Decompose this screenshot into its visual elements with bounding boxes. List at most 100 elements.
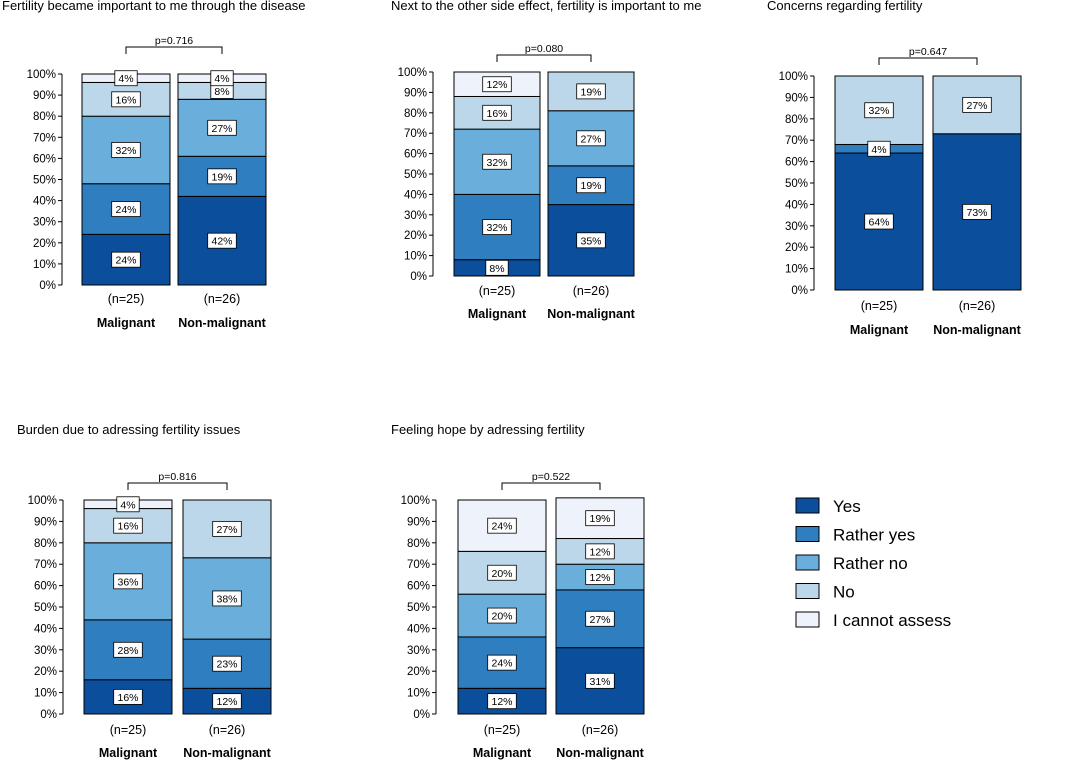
data-label: 19%	[211, 171, 232, 183]
data-label: 27%	[580, 133, 601, 145]
legend: Yes Rather yes Rather no No I cannot assess	[795, 497, 951, 630]
legend-swatch-rather-no	[795, 554, 820, 571]
y-tick-label: 50%	[407, 602, 430, 614]
data-label: 20%	[491, 568, 512, 580]
data-label: 8%	[214, 86, 229, 98]
n-label: (n=26)	[582, 723, 618, 737]
chart-panel-2: Next to the other side effect, fertility…	[391, 0, 701, 321]
y-tick-label: 30%	[33, 217, 56, 229]
n-label: (n=25)	[484, 723, 520, 737]
data-label: 24%	[491, 658, 512, 670]
data-label-box	[962, 96, 992, 113]
y-tick-label: 40%	[34, 623, 57, 635]
y-tick-label: 80%	[407, 538, 430, 550]
legend-swatch-i-cannot-assess	[795, 611, 820, 628]
data-label: 38%	[216, 593, 237, 605]
chart-panel-4: Burden due to adressing fertility issues…	[17, 422, 272, 760]
data-label-box	[867, 140, 891, 157]
data-label-box	[485, 259, 509, 276]
n-label: (n=25)	[479, 284, 515, 298]
data-label: 4%	[120, 499, 135, 511]
data-label-box	[585, 610, 615, 627]
y-tick-label: 60%	[404, 149, 427, 161]
category-label: Malignant	[850, 323, 909, 337]
p-value-label: p=0.522	[532, 471, 570, 483]
y-tick-label: 40%	[407, 623, 430, 635]
y-tick-label: 70%	[785, 135, 808, 147]
y-tick-label: 60%	[33, 153, 56, 165]
data-label: 27%	[216, 524, 237, 536]
n-label: (n=25)	[861, 299, 897, 313]
y-tick-label: 30%	[34, 645, 57, 657]
chart-title: Feeling hope by adressing fertility	[391, 422, 585, 437]
legend-label-yes: Yes	[833, 497, 861, 516]
data-label-box	[207, 119, 237, 136]
data-label-box	[482, 104, 512, 121]
data-label: 27%	[966, 100, 987, 112]
y-tick-label: 100%	[398, 67, 427, 79]
category-label: Malignant	[473, 746, 532, 760]
y-tick-label: 70%	[34, 559, 57, 571]
y-tick-label: 90%	[33, 90, 56, 102]
chart-panel-3: Concerns regarding fertility 0% 10% 20% 30% 4…	[767, 0, 1022, 337]
y-tick-label: 20%	[404, 230, 427, 242]
y-tick-label: 30%	[404, 210, 427, 222]
y-tick-label: 0%	[39, 280, 56, 292]
legend-label-no: No	[833, 583, 855, 602]
data-label: 4%	[871, 144, 886, 156]
data-label: 28%	[117, 645, 138, 657]
n-label: (n=26)	[959, 299, 995, 313]
category-label: Malignant	[99, 746, 158, 760]
data-label: 16%	[117, 692, 138, 704]
y-tick-label: 100%	[779, 71, 808, 83]
data-label-box	[212, 655, 242, 672]
data-label: 73%	[966, 207, 987, 219]
bar-malignant: 24% 24% 32% 16% 4%	[81, 70, 171, 286]
y-tick-label: 70%	[404, 128, 427, 140]
bar-non-malignant: 31% 27% 12% 12% 19%	[555, 497, 645, 715]
category-label: Malignant	[97, 316, 156, 330]
legend-label-i-cannot-assess: I cannot assess	[833, 611, 951, 630]
category-label: Non-malignant	[547, 307, 635, 321]
y-tick-label: 60%	[34, 581, 57, 593]
data-label: 4%	[214, 73, 229, 85]
y-tick-label: 60%	[785, 157, 808, 169]
data-label-box	[585, 510, 615, 527]
data-label-box	[113, 517, 143, 534]
data-label-box	[113, 573, 143, 590]
n-label: (n=26)	[573, 284, 609, 298]
data-label-box	[210, 70, 234, 87]
data-label-box	[585, 569, 615, 585]
category-label: Non-malignant	[933, 323, 1021, 337]
data-label-box	[482, 76, 512, 93]
data-label-box	[576, 177, 606, 194]
y-tick-label: 0%	[791, 285, 808, 297]
data-label-box	[114, 70, 138, 87]
data-label: 24%	[491, 521, 512, 533]
y-tick-label: 10%	[33, 259, 56, 271]
data-label-box	[113, 641, 143, 658]
y-tick-label: 50%	[34, 602, 57, 614]
chart-title: Next to the other side effect, fertility…	[391, 0, 701, 13]
bar-malignant: 8% 32% 32% 16% 12%	[453, 71, 541, 277]
data-label: 64%	[868, 217, 889, 229]
legend-label-rather-yes: Rather yes	[833, 526, 915, 545]
y-tick-label: 0%	[413, 709, 430, 721]
y-tick-label: 60%	[407, 581, 430, 593]
n-label: (n=26)	[209, 723, 245, 737]
chart-title: Concerns regarding fertility	[767, 0, 923, 13]
y-tick-label: 20%	[33, 238, 56, 250]
data-label: 16%	[486, 108, 507, 120]
data-label: 35%	[580, 235, 601, 247]
data-label-box	[864, 213, 894, 230]
data-label-box	[212, 693, 242, 710]
data-label-box	[487, 607, 517, 624]
data-label: 32%	[115, 145, 136, 157]
p-value-label: p=0.080	[525, 43, 563, 55]
data-label: 32%	[486, 157, 507, 169]
data-label: 27%	[211, 123, 232, 135]
chart-panel-1: Fertility became important to me through…	[2, 0, 305, 330]
data-label-box	[487, 693, 517, 710]
y-tick-label: 20%	[34, 666, 57, 678]
